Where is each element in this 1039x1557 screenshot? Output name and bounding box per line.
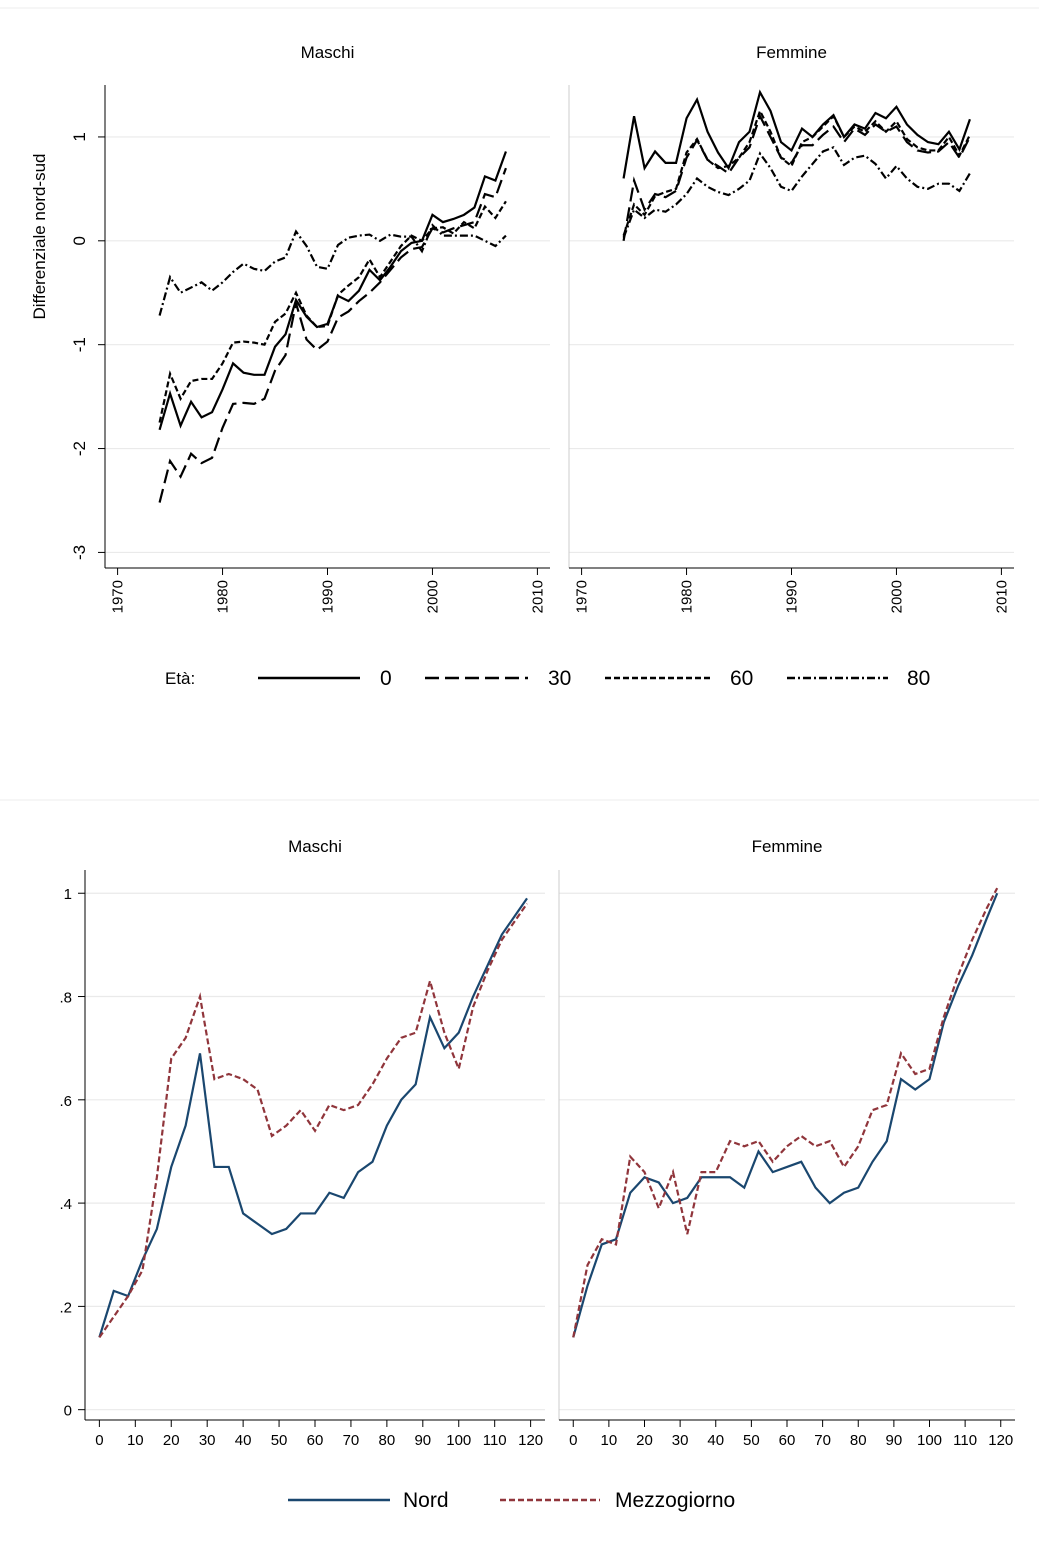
- x-tick-label: 30: [199, 1432, 216, 1449]
- x-tick-label: 1990: [320, 580, 337, 613]
- x-tick-label: 1990: [784, 580, 801, 613]
- x-tick-label: 90: [886, 1432, 903, 1449]
- x-tick-label: 100: [446, 1432, 471, 1449]
- data-line: [98, 897, 528, 1338]
- panel-title: Maschi: [288, 837, 342, 856]
- x-tick-label: 2000: [888, 580, 905, 613]
- y-tick-label: 1: [64, 886, 72, 903]
- x-tick-label: 50: [271, 1432, 288, 1449]
- legend-label: 60: [730, 667, 753, 690]
- x-tick-label: 110: [483, 1432, 507, 1449]
- y-tick-label: .4: [59, 1196, 72, 1213]
- x-tick-label: 2010: [529, 580, 546, 613]
- data-line: [158, 200, 507, 423]
- x-tick-label: 0: [569, 1432, 577, 1449]
- data-line: [622, 145, 971, 239]
- y-tick-label: 0: [64, 1403, 72, 1420]
- y-tick-label: -2: [70, 441, 89, 456]
- x-tick-label: 20: [163, 1432, 180, 1449]
- x-tick-label: 40: [235, 1432, 252, 1449]
- x-tick-label: 50: [743, 1432, 760, 1449]
- x-tick-label: 1980: [215, 580, 232, 613]
- panel-title: Maschi: [301, 43, 355, 62]
- x-tick-label: 60: [307, 1432, 324, 1449]
- x-tick-label: 20: [636, 1432, 653, 1449]
- panel-title: Femmine: [752, 837, 823, 856]
- data-line: [98, 902, 528, 1338]
- y-tick-label: .2: [59, 1299, 72, 1316]
- legend-label: Nord: [403, 1489, 449, 1512]
- x-tick-label: 2010: [993, 580, 1010, 613]
- y-tick-label: -3: [70, 545, 89, 560]
- y-tick-label: .6: [59, 1093, 72, 1110]
- x-tick-label: 40: [707, 1432, 724, 1449]
- x-tick-label: 100: [917, 1432, 942, 1449]
- x-tick-label: 70: [343, 1432, 360, 1449]
- data-line: [572, 892, 999, 1338]
- y-tick-label: -1: [70, 337, 89, 352]
- data-line: [622, 108, 971, 236]
- x-tick-label: 1980: [679, 580, 696, 613]
- x-tick-label: 30: [672, 1432, 689, 1449]
- data-line: [622, 89, 971, 179]
- panel-title: Femmine: [756, 43, 827, 62]
- x-tick-label: 120: [988, 1432, 1013, 1449]
- x-tick-label: 80: [850, 1432, 867, 1449]
- legend-label: 80: [907, 667, 930, 690]
- y-tick-label: 1: [70, 132, 89, 141]
- data-line: [158, 223, 507, 316]
- x-tick-label: 90: [414, 1432, 431, 1449]
- x-tick-label: 80: [379, 1432, 396, 1449]
- x-tick-label: 0: [95, 1432, 103, 1449]
- x-tick-label: 70: [814, 1432, 831, 1449]
- x-tick-label: 60: [779, 1432, 796, 1449]
- y-tick-label: .8: [59, 990, 72, 1007]
- data-line: [572, 887, 999, 1338]
- x-tick-label: 1970: [110, 580, 127, 613]
- y-tick-label: 0: [70, 236, 89, 245]
- legend-title: Età:: [165, 669, 195, 688]
- x-tick-label: 10: [127, 1432, 144, 1449]
- x-tick-label: 2000: [424, 580, 441, 613]
- legend-label: 30: [548, 667, 571, 690]
- legend-label: 0: [380, 667, 392, 690]
- legend-label: Mezzogiorno: [615, 1489, 735, 1512]
- y-axis-title: Differenziale nord-sud: [30, 154, 49, 320]
- x-tick-label: 10: [601, 1432, 618, 1449]
- x-tick-label: 120: [518, 1432, 543, 1449]
- x-tick-label: 1970: [574, 580, 591, 613]
- x-tick-label: 110: [953, 1432, 977, 1449]
- data-line: [158, 151, 507, 431]
